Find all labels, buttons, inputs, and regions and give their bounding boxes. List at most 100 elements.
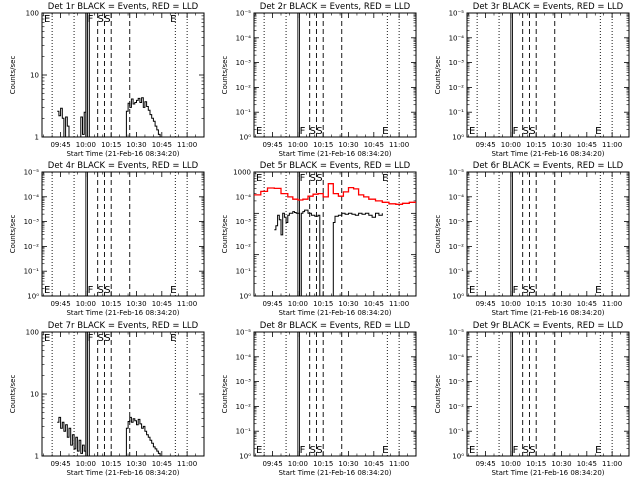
event-marker-label: E xyxy=(595,445,601,456)
event-marker-label: E xyxy=(256,126,262,137)
x-tick-label: 10:30 xyxy=(126,300,146,308)
y-tick-label: 10⁻¹ xyxy=(449,268,465,276)
y-tick-label: 10⁻⁴ xyxy=(449,193,465,201)
y-tick-label: 10⁰ xyxy=(239,134,251,142)
event-marker-label: S xyxy=(98,14,104,25)
x-tick-label: 10:15 xyxy=(526,460,546,468)
y-tick-label: 10⁻² xyxy=(449,403,465,411)
y-tick-label: 1000 xyxy=(233,169,251,177)
event-marker-label: S xyxy=(310,445,316,456)
y-tick-label: 10⁻² xyxy=(449,243,465,251)
y-tick-label: 100 xyxy=(26,10,39,18)
x-axis-label: Start Time (21-Feb-16 08:34:20) xyxy=(491,469,604,477)
y-tick-label: 10⁰ xyxy=(239,293,251,301)
panel-title: Det 7r BLACK = Events, RED = LLD xyxy=(48,321,199,331)
x-tick-label: 10:30 xyxy=(551,460,571,468)
event-marker-label: S xyxy=(98,285,104,296)
x-tick-label: 10:15 xyxy=(101,141,121,149)
series-line-0 xyxy=(57,13,161,137)
event-marker-label: E xyxy=(256,173,262,184)
event-marker-label: E xyxy=(595,126,601,137)
x-tick-label: 11:00 xyxy=(602,460,622,468)
panel-title: Det 2r BLACK = Events, RED = LLD xyxy=(260,2,411,12)
x-tick-label: 10:00 xyxy=(501,300,521,308)
event-marker-label: S xyxy=(523,285,529,296)
plot-frame xyxy=(466,171,630,297)
x-axis-label: Start Time (21-Feb-16 08:34:20) xyxy=(66,150,179,158)
x-tick-label: 10:45 xyxy=(364,300,384,308)
panel-6: Det 6r BLACK = Events, RED = LLD 10⁰ 10⁻¹ 1… xyxy=(434,161,630,317)
y-tick-label: 10⁻⁵ xyxy=(236,329,252,337)
plot-frame xyxy=(253,171,417,297)
panel-5: Det 5r BLACK = Events, RED = LLD 10⁰ 10⁻¹ 1… xyxy=(221,161,417,317)
y-tick-label: 10⁰ xyxy=(452,134,464,142)
x-tick-label: 10:00 xyxy=(288,300,308,308)
plot-frame xyxy=(466,12,630,138)
y-tick-label: 10⁻³ xyxy=(24,218,40,226)
x-tick-label: 10:30 xyxy=(126,141,146,149)
event-marker-label: E xyxy=(170,14,176,25)
x-tick-label: 10:00 xyxy=(76,141,96,149)
x-tick-label: 10:45 xyxy=(152,300,172,308)
y-tick-label: 10⁻⁵ xyxy=(236,10,252,18)
plot-frame xyxy=(253,331,417,457)
x-tick-label: 09:45 xyxy=(50,141,70,149)
panel-title: Det 6r BLACK = Events, RED = LLD xyxy=(473,161,624,171)
y-tick-label: 10⁻⁴ xyxy=(236,34,252,42)
series-group xyxy=(254,183,416,296)
x-tick-label: 11:00 xyxy=(389,460,409,468)
y-tick-label: 10⁰ xyxy=(239,453,251,461)
event-marker-label: E xyxy=(469,126,475,137)
event-marker-label: F xyxy=(300,126,306,137)
x-tick-label: 11:00 xyxy=(177,300,197,308)
y-tick-label: 10⁻³ xyxy=(449,218,465,226)
y-tick-label: 10⁻² xyxy=(236,84,252,92)
y-tick-label: 10⁻⁴ xyxy=(236,353,252,361)
x-tick-label: 11:00 xyxy=(177,141,197,149)
x-tick-label: 10:30 xyxy=(338,141,358,149)
panel-8: Det 8r BLACK = Events, RED = LLD 10⁰ 10⁻¹ 1… xyxy=(221,321,417,477)
event-marker-label: E xyxy=(170,285,176,296)
y-tick-label: 10⁻⁵ xyxy=(449,329,465,337)
x-tick-label: 10:15 xyxy=(101,460,121,468)
x-tick-label: 10:00 xyxy=(288,460,308,468)
y-axis-label: Counts/sec xyxy=(9,375,17,414)
series-group xyxy=(57,13,161,137)
x-tick-label: 10:45 xyxy=(364,141,384,149)
y-tick-label: 10⁻³ xyxy=(236,59,252,67)
x-tick-label: 10:45 xyxy=(364,460,384,468)
event-marker-label: E xyxy=(382,126,388,137)
y-tick-label: 10⁻⁴ xyxy=(24,193,40,201)
x-tick-label: 10:30 xyxy=(338,460,358,468)
event-marker-label: S xyxy=(529,445,535,456)
x-tick-label: 09:45 xyxy=(262,460,282,468)
y-tick-label: 10⁻¹ xyxy=(236,268,252,276)
y-tick-label: 10 xyxy=(30,391,39,399)
event-marker-label: E xyxy=(595,285,601,296)
y-tick-label: 10⁰ xyxy=(27,293,39,301)
event-marker-label: S xyxy=(104,333,110,344)
y-tick-label: 10⁻³ xyxy=(236,218,252,226)
x-tick-label: 09:45 xyxy=(262,300,282,308)
event-marker-label: E xyxy=(469,445,475,456)
y-tick-label: 10⁻² xyxy=(449,84,465,92)
event-marker-label: E xyxy=(44,333,50,344)
y-axis-label: Counts/sec xyxy=(9,215,17,254)
y-tick-label: 1 xyxy=(35,134,39,142)
event-marker-label: S xyxy=(104,14,110,25)
series-line-0 xyxy=(254,183,416,205)
y-tick-label: 10⁻² xyxy=(24,243,40,251)
x-tick-label: 11:00 xyxy=(177,460,197,468)
x-tick-label: 09:45 xyxy=(475,141,495,149)
event-marker-label: S xyxy=(98,333,104,344)
x-tick-label: 10:15 xyxy=(313,141,333,149)
event-marker-label: S xyxy=(523,445,529,456)
series-group xyxy=(57,332,161,456)
x-axis-label: Start Time (21-Feb-16 08:34:20) xyxy=(491,150,604,158)
y-axis-label: Counts/sec xyxy=(434,56,442,95)
y-tick-label: 10⁻⁵ xyxy=(24,169,40,177)
x-tick-label: 11:00 xyxy=(602,141,622,149)
event-marker-label: F xyxy=(300,173,306,184)
y-tick-label: 10⁻³ xyxy=(449,378,465,386)
x-tick-label: 10:45 xyxy=(577,141,597,149)
